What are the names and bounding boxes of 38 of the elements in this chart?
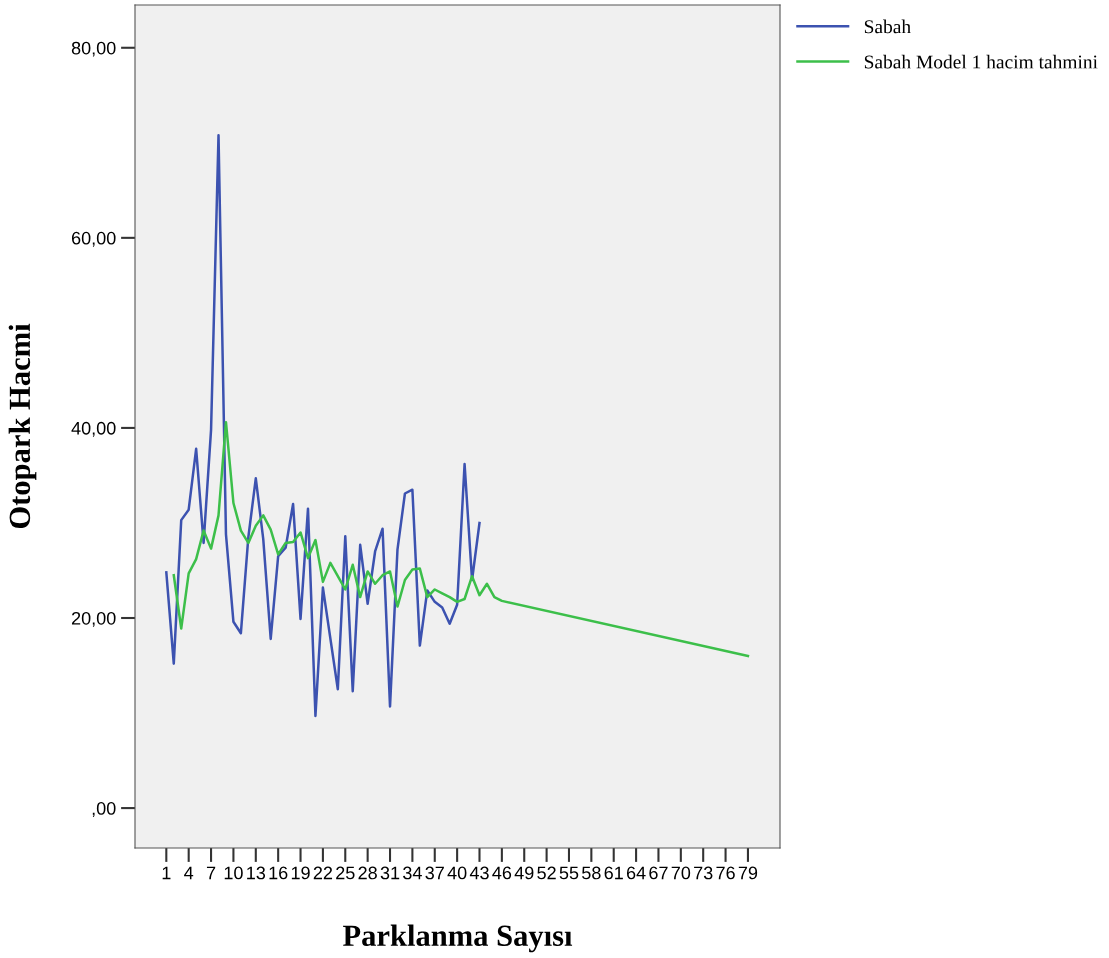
y-tick-label: 20,00 (71, 611, 116, 627)
x-tick-label: 16 (269, 866, 288, 880)
x-tick-label: 76 (716, 866, 735, 880)
x-tick-label: 28 (358, 866, 377, 880)
x-tick-label: 4 (184, 866, 194, 880)
legend-label: Sabah Model 1 hacim tahmini (864, 54, 1098, 69)
x-tick-label: 58 (582, 866, 601, 880)
y-tick-label: 40,00 (71, 421, 116, 437)
y-tick-label: 60,00 (71, 231, 116, 247)
x-tick-label: 79 (738, 866, 758, 880)
x-tick-label: 43 (469, 866, 489, 880)
x-tick-label: 37 (425, 866, 444, 880)
x-tick-label: 1 (162, 866, 171, 880)
x-tick-label: 7 (206, 866, 216, 880)
x-tick-label: 64 (626, 866, 646, 880)
x-tick-label: 70 (671, 866, 691, 880)
y-tick-label: 80,00 (71, 41, 116, 57)
x-tick-label: 73 (694, 866, 713, 880)
x-tick-label: 34 (403, 866, 422, 880)
x-tick-label: 10 (224, 866, 243, 880)
line-series (165, 133, 481, 718)
x-tick-label: 67 (649, 866, 668, 880)
legend-label: Sabah (864, 19, 911, 34)
x-tick-label: 61 (604, 866, 623, 880)
x-axis-title: Parklanma Sayısı (343, 924, 573, 953)
x-tick-label: 52 (537, 866, 556, 880)
x-tick-label: 25 (336, 866, 355, 880)
x-tick-label: 55 (559, 866, 579, 880)
x-tick-label: 31 (380, 866, 400, 880)
line-series (172, 420, 750, 658)
y-tick-label: ,00 (92, 802, 116, 817)
x-tick-label: 22 (313, 866, 333, 880)
y-axis-title: Otopark Hacmi (8, 323, 37, 529)
x-tick-label: 49 (514, 866, 534, 880)
x-tick-label: 46 (492, 866, 512, 880)
x-tick-label: 19 (291, 866, 310, 880)
x-tick-label: 40 (447, 866, 467, 880)
x-tick-label: 13 (247, 866, 266, 880)
